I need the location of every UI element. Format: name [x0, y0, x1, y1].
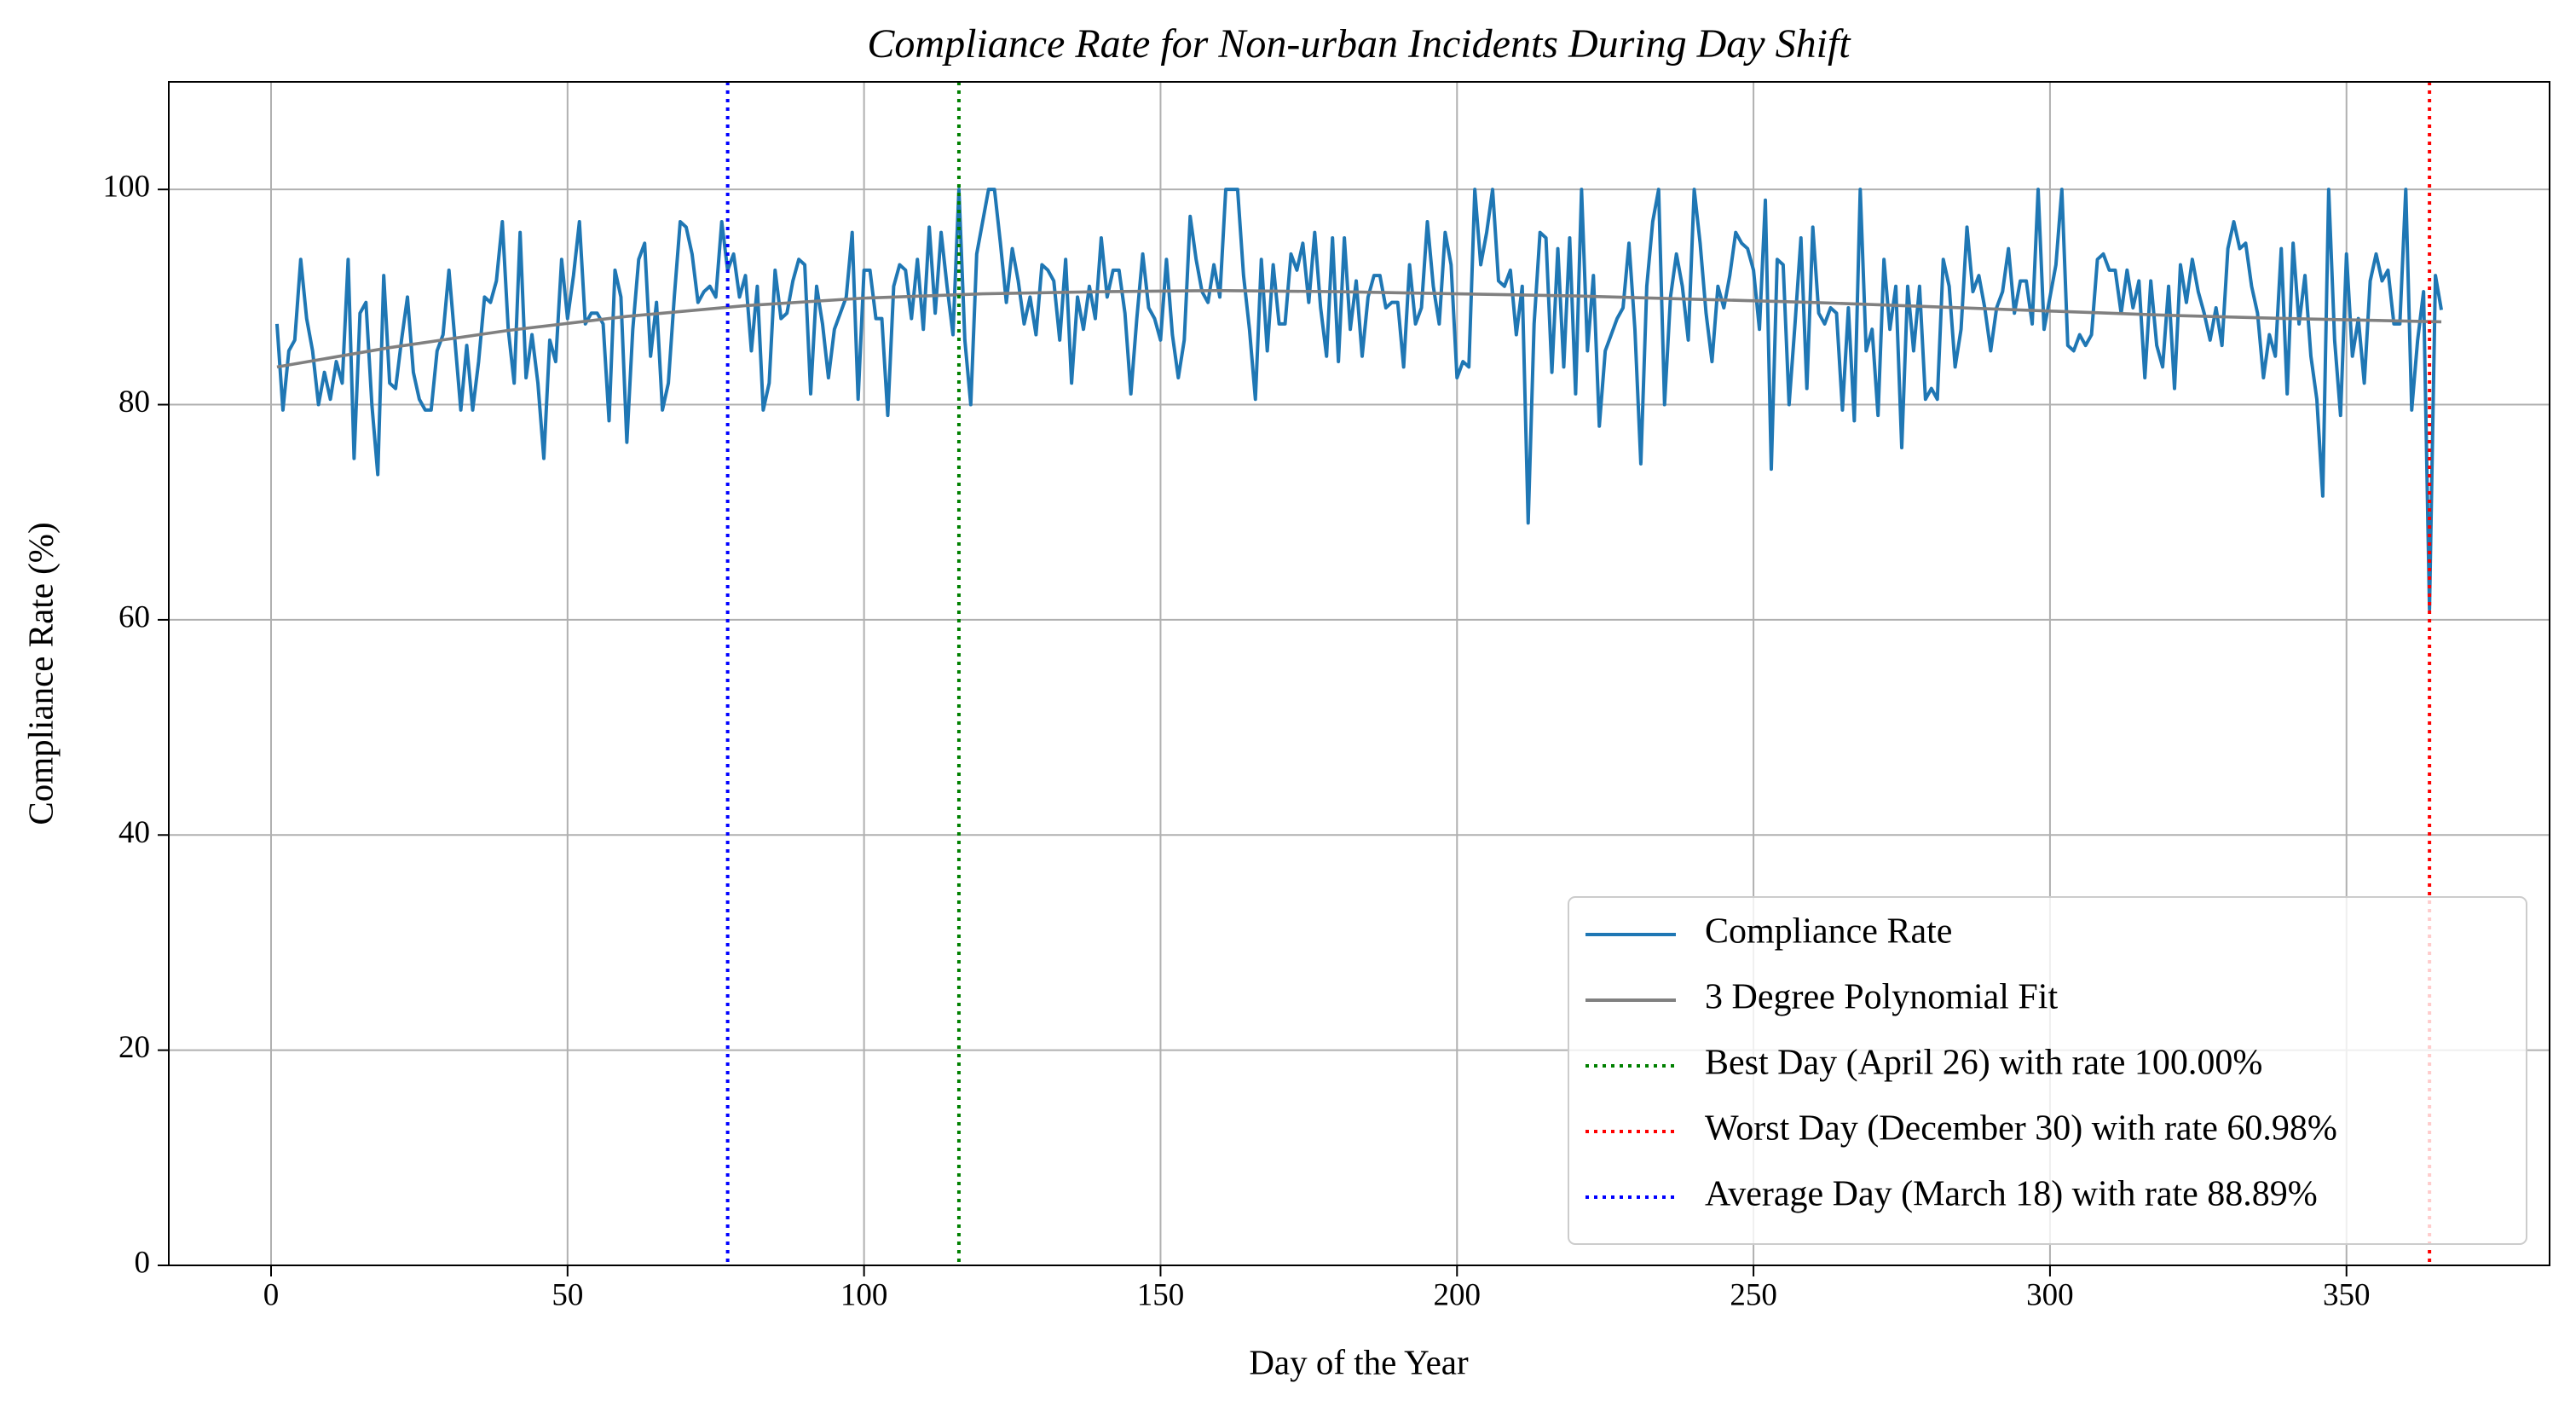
legend-label: Average Day (March 18) with rate 88.89%	[1705, 1175, 2318, 1214]
legend-label: 3 Degree Polynomial Fit	[1705, 978, 2058, 1017]
data-line	[274, 188, 2444, 611]
legend-label: Compliance Rate	[1705, 912, 1952, 952]
x-tick-label: 50	[552, 1277, 583, 1312]
legend-box	[1568, 896, 2527, 1245]
y-tick-label: 0	[135, 1245, 151, 1280]
chart-title: Compliance Rate for Non-urban Incidents …	[867, 21, 1851, 67]
x-tick-label: 200	[1434, 1277, 1481, 1312]
y-tick-label: 40	[118, 815, 150, 850]
x-axis-label: Day of the Year	[1249, 1342, 1469, 1381]
legend-label: Worst Day (December 30) with rate 60.98%	[1705, 1109, 2337, 1149]
x-tick-label: 100	[840, 1277, 888, 1312]
y-tick-label: 80	[118, 385, 150, 420]
y-tick-label: 100	[103, 170, 151, 205]
y-tick-label: 60	[118, 599, 150, 634]
y-axis-label: Compliance Rate (%)	[20, 522, 60, 825]
x-tick-label: 350	[2323, 1277, 2371, 1312]
y-tick-label: 20	[118, 1030, 150, 1065]
x-tick-label: 0	[263, 1277, 280, 1312]
plot-frame	[168, 81, 2550, 1266]
legend-label: Best Day (April 26) with rate 100.00%	[1705, 1044, 2262, 1083]
x-tick-label: 300	[2026, 1277, 2074, 1312]
x-tick-label: 250	[1730, 1277, 1777, 1312]
data-line	[276, 288, 2442, 369]
x-tick-label: 150	[1137, 1277, 1185, 1312]
